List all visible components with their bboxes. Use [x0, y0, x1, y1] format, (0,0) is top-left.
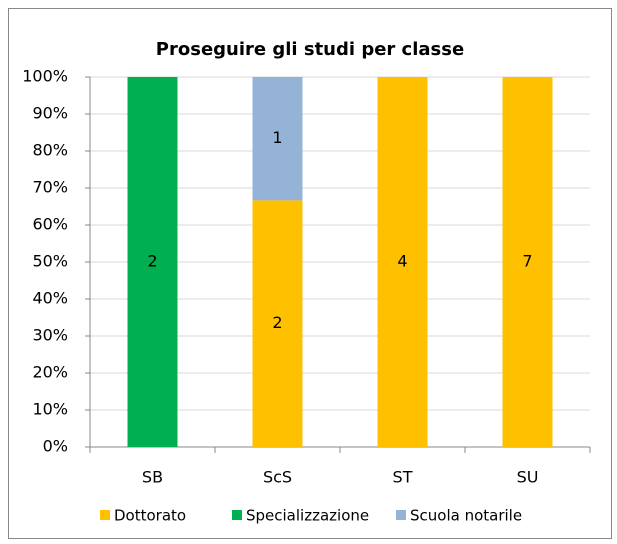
- y-tick-label: 60%: [32, 215, 68, 234]
- legend-label: Dottorato: [114, 507, 186, 525]
- legend-swatch: [396, 510, 406, 520]
- y-tick-label: 80%: [32, 141, 68, 160]
- data-label: 4: [397, 252, 407, 271]
- x-tick-label: SB: [142, 468, 163, 487]
- y-tick-label: 20%: [32, 363, 68, 382]
- bar-segment: [502, 77, 553, 447]
- x-tick-label: SU: [517, 468, 539, 487]
- bar-segment: [377, 77, 428, 447]
- x-tick-label: ST: [393, 468, 413, 487]
- data-label: 2: [147, 252, 157, 271]
- y-tick-label: 40%: [32, 289, 68, 308]
- y-tick-label: 70%: [32, 178, 68, 197]
- legend-label: Specializzazione: [246, 507, 369, 525]
- x-tick-label: ScS: [263, 468, 292, 487]
- y-tick-label: 10%: [32, 400, 68, 419]
- data-label: 1: [272, 128, 282, 147]
- y-tick-label: 50%: [32, 252, 68, 271]
- legend-label: Scuola notarile: [410, 507, 522, 525]
- legend-swatch: [232, 510, 242, 520]
- y-tick-label: 90%: [32, 104, 68, 123]
- bar-segment: [252, 200, 303, 447]
- bar-segment: [127, 77, 178, 447]
- y-tick-label: 30%: [32, 326, 68, 345]
- y-tick-label: 0%: [43, 437, 68, 456]
- y-tick-label: 100%: [22, 67, 68, 86]
- bar-segment: [252, 77, 303, 201]
- chart-title: Proseguire gli studi per classe: [156, 39, 464, 60]
- data-label: 7: [522, 252, 532, 271]
- legend-swatch: [100, 510, 110, 520]
- data-label: 2: [272, 313, 282, 332]
